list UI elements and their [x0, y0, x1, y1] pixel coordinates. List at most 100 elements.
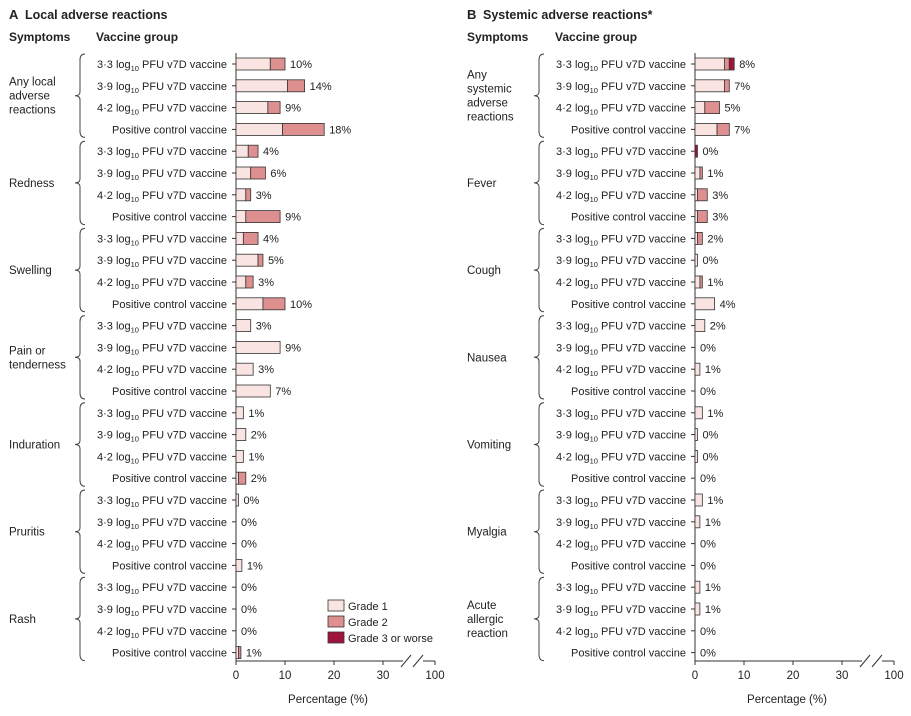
- bar-segment-grade2: [267, 101, 281, 114]
- vaccine-group-label: 3·9 log10 PFU v7D vaccine: [97, 342, 227, 356]
- bar-segment-grade1: [694, 580, 701, 594]
- panel-local-adverse-reactions: A Local adverse reactions Symptoms Vaccine …: [9, 7, 445, 706]
- bar-segment-grade1: [235, 406, 244, 420]
- vaccine-group-label: 3·9 log10 PFU v7D vaccine: [556, 430, 686, 444]
- vaccine-group-label: 4·2 log10 PFU v7D vaccine: [556, 364, 686, 378]
- x-tick-label: 100: [884, 670, 903, 682]
- bar-segment-grade1: [235, 384, 271, 398]
- panel-letter: A: [9, 7, 19, 22]
- bar-segment-grade2: [250, 166, 266, 180]
- vaccine-group-label: 3·3 log10 PFU v7D vaccine: [556, 408, 686, 422]
- legend-label: Grade 2: [348, 617, 388, 629]
- vaccine-group-label: 3·3 log10 PFU v7D vaccine: [97, 321, 227, 335]
- vaccine-group-label: 3·3 log10 PFU v7D vaccine: [556, 321, 686, 335]
- x-tick-label: 10: [279, 670, 292, 682]
- bar-segment-grade1: [694, 101, 706, 114]
- vaccine-group-label: 4·2 log10 PFU v7D vaccine: [556, 103, 686, 117]
- bar-segment-grade1: [694, 297, 716, 311]
- bar-value-label: 4%: [263, 233, 279, 245]
- bar-value-label: 0%: [702, 430, 718, 442]
- symptoms-header: Symptoms: [9, 30, 71, 44]
- vaccine-group-label: 3·3 log10 PFU v7D vaccine: [556, 582, 686, 596]
- bar-value-label: 1%: [248, 451, 264, 463]
- bar-segment-grade1: [235, 428, 247, 442]
- vaccine-group-label: 4·2 log10 PFU v7D vaccine: [97, 539, 227, 553]
- bar-value-label: 1%: [705, 517, 721, 529]
- bar-value-label: 1%: [705, 604, 721, 616]
- group-brace: [533, 53, 545, 138]
- vaccine-group-label: 3·3 log10 PFU v7D vaccine: [97, 59, 227, 73]
- group-brace: [74, 576, 86, 662]
- bar-value-label: 3%: [712, 190, 728, 202]
- bar-segment-grade1: [694, 515, 701, 529]
- vaccine-group-label: 3·9 log10 PFU v7D vaccine: [97, 81, 227, 95]
- symptom-label: Induration: [9, 440, 60, 452]
- bar-segment-grade2: [238, 471, 247, 485]
- x-tick-label: 100: [425, 670, 444, 682]
- group-brace: [533, 140, 545, 226]
- bar-segment-grade1: [694, 166, 701, 180]
- symptom-label: Myalgia: [467, 527, 507, 539]
- x-tick-label: 20: [787, 670, 800, 682]
- bar-value-label: 0%: [241, 604, 257, 616]
- vaccine-group-label: 4·2 log10 PFU v7D vaccine: [97, 103, 227, 117]
- symptom-label: Swelling: [9, 265, 52, 277]
- x-axis-title: Percentage (%): [288, 694, 368, 706]
- bar-segment-grade1: [235, 449, 244, 463]
- axis-break-mark: [412, 654, 424, 668]
- bar-value-label: 7%: [275, 386, 291, 398]
- bar-segment-grade1: [235, 275, 247, 289]
- vaccine-group-header: Vaccine group: [555, 30, 637, 44]
- bar-segment-grade1: [694, 79, 725, 93]
- vaccine-group-label: 3·9 log10 PFU v7D vaccine: [97, 604, 227, 618]
- x-tick-label: 30: [836, 670, 849, 682]
- bar-segment-grade1: [235, 79, 288, 93]
- bar-value-label: 10%: [290, 299, 312, 311]
- bar-segment-grade1: [694, 275, 701, 289]
- vaccine-group-label: 3·3 log10 PFU v7D vaccine: [556, 146, 686, 160]
- bar-segment-grade1: [235, 57, 271, 71]
- bar-value-label: 2%: [707, 233, 723, 245]
- axis-break-mark: [400, 654, 412, 668]
- bar-segment-grade2: [699, 275, 703, 289]
- legend-swatch: [327, 599, 345, 612]
- bar-value-label: 3%: [258, 364, 274, 376]
- vaccine-group-label: 4·2 log10 PFU v7D vaccine: [97, 364, 227, 378]
- bar-value-label: 6%: [270, 168, 286, 180]
- x-axis-title: Percentage (%): [747, 694, 827, 706]
- bar-segment-grade2: [269, 57, 286, 71]
- bar-value-label: 1%: [705, 364, 721, 376]
- vaccine-group-label: 3·9 log10 PFU v7D vaccine: [556, 342, 686, 356]
- vaccine-group-label: 4·2 log10 PFU v7D vaccine: [556, 451, 686, 465]
- bar-value-label: 0%: [700, 560, 716, 572]
- bar-value-label: 7%: [734, 81, 750, 93]
- symptom-label: Rash: [9, 614, 36, 626]
- bar-segment-grade1: [235, 297, 264, 311]
- bar-segment-grade2: [697, 210, 708, 224]
- vaccine-group-label: 3·3 log10 PFU v7D vaccine: [97, 233, 227, 247]
- symptom-label: Pruritis: [9, 527, 45, 539]
- bar-value-label: 4%: [720, 299, 736, 311]
- bar-segment-grade2: [245, 210, 281, 224]
- vaccine-group-label: 3·9 log10 PFU v7D vaccine: [97, 168, 227, 182]
- bar-segment-grade2: [697, 188, 708, 202]
- vaccine-group-label: 3·9 log10 PFU v7D vaccine: [97, 255, 227, 269]
- vaccine-group-label: Positive control vaccine: [112, 299, 227, 311]
- group-brace: [74, 315, 86, 400]
- group-brace: [533, 315, 545, 400]
- axis-break-mark: [859, 654, 871, 668]
- bar-segment-grade1: [694, 319, 706, 333]
- vaccine-group-label: 4·2 log10 PFU v7D vaccine: [556, 190, 686, 204]
- vaccine-group-label: Positive control vaccine: [112, 386, 227, 398]
- bar-segment-grade1: [694, 493, 703, 507]
- vaccine-group-label: Positive control vaccine: [112, 212, 227, 224]
- bar-segment-grade2: [724, 79, 730, 93]
- vaccine-group-label: 3·9 log10 PFU v7D vaccine: [556, 517, 686, 531]
- symptom-label: Any local adverse reactions: [9, 77, 56, 117]
- bar-value-label: 0%: [243, 495, 259, 507]
- x-tick-label: 0: [233, 670, 239, 682]
- bar-segment-grade1: [694, 406, 703, 420]
- bar-value-label: 1%: [707, 408, 723, 420]
- bar-segment-grade3: [728, 57, 735, 71]
- symptom-label: Any systemic adverse reactions: [467, 70, 514, 124]
